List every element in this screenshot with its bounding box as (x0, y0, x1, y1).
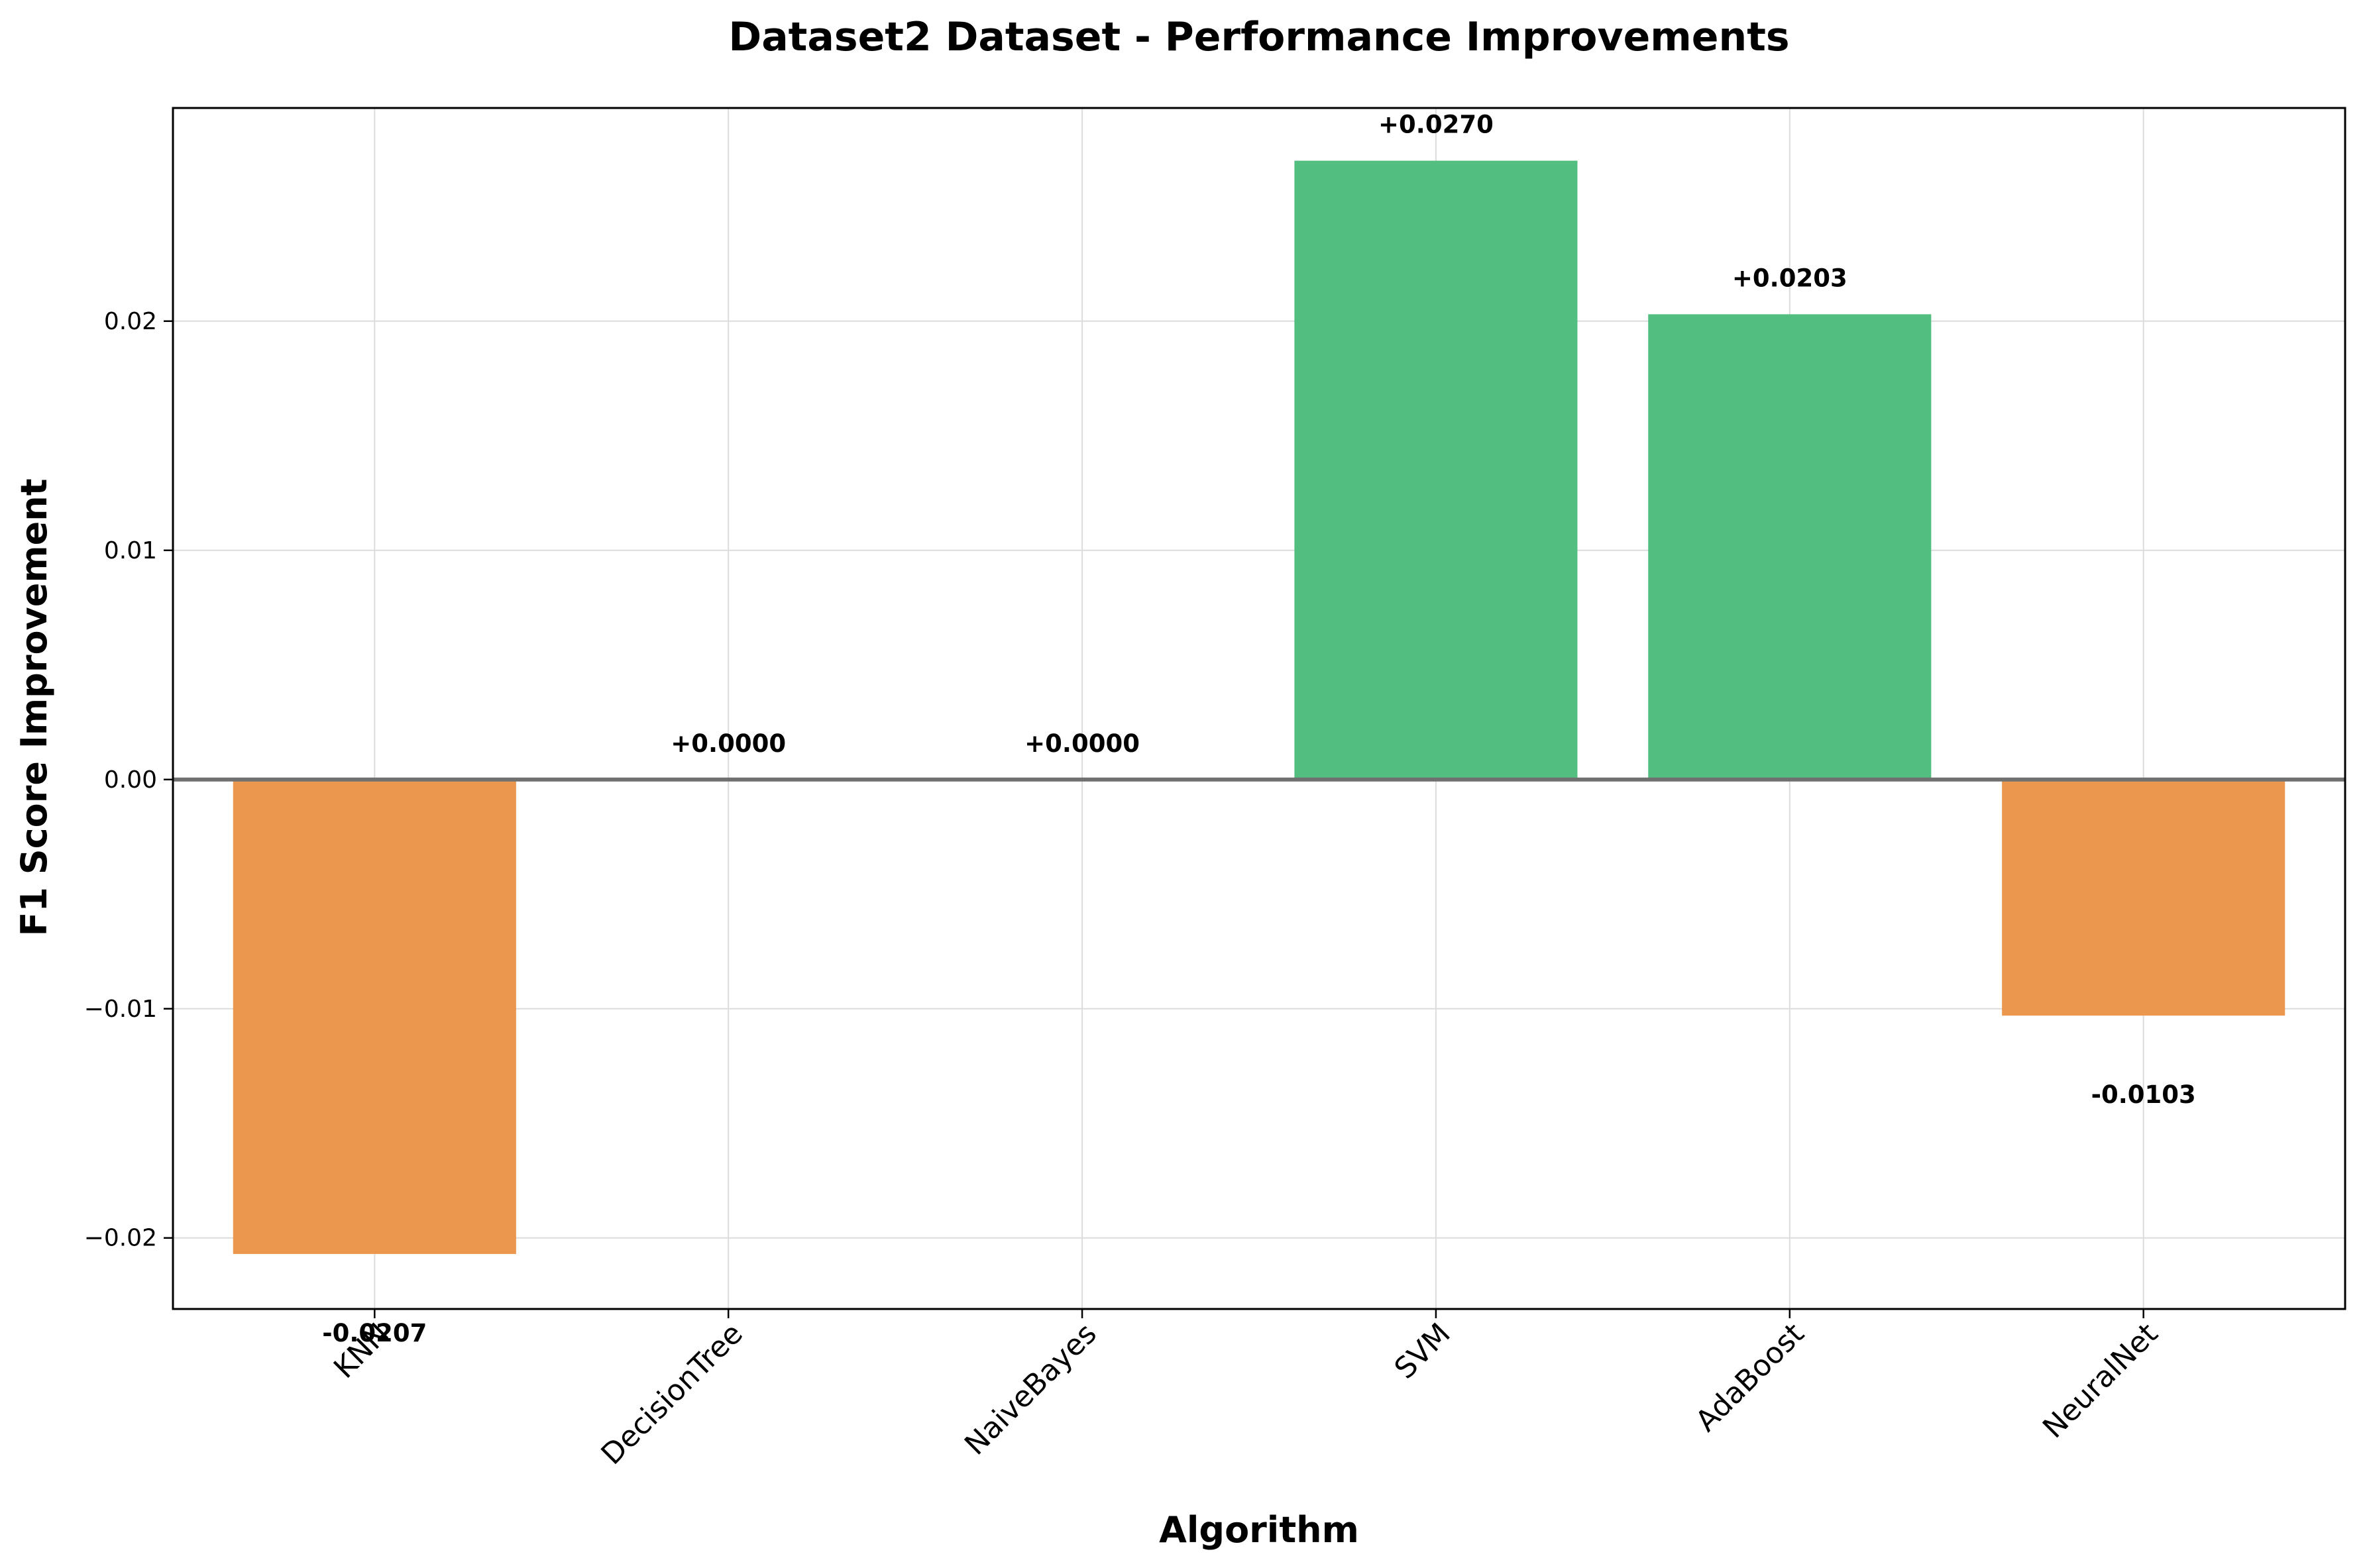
data-label: +0.0270 (1378, 111, 1494, 139)
y-tick-label: 0.02 (104, 308, 157, 335)
y-tick-label: −0.01 (84, 996, 157, 1023)
data-label: +0.0000 (1024, 729, 1140, 758)
ticks-layer (164, 320, 2144, 1318)
data-label: +0.0000 (671, 729, 786, 758)
data-label: -0.0103 (2091, 1080, 2196, 1109)
y-tick-label: 0.00 (104, 766, 157, 794)
bar-KNN (233, 779, 516, 1254)
bar-NeuralNet (2002, 779, 2285, 1016)
bars-layer (233, 160, 2285, 1254)
plot-frame (172, 107, 2346, 1310)
data-label: -0.0207 (322, 1319, 427, 1347)
chart-title: Dataset2 Dataset - Performance Improveme… (728, 14, 1789, 60)
data-label: +0.0203 (1732, 264, 1847, 292)
y-tick-label: 0.01 (104, 537, 157, 564)
bar-AdaBoost (1648, 314, 1932, 780)
x-axis-title: Algorithm (1159, 1509, 1359, 1551)
y-tick-label: −0.02 (84, 1225, 157, 1252)
y-axis-title: F1 Score Improvement (13, 478, 55, 936)
bar-SVM (1294, 160, 1578, 780)
